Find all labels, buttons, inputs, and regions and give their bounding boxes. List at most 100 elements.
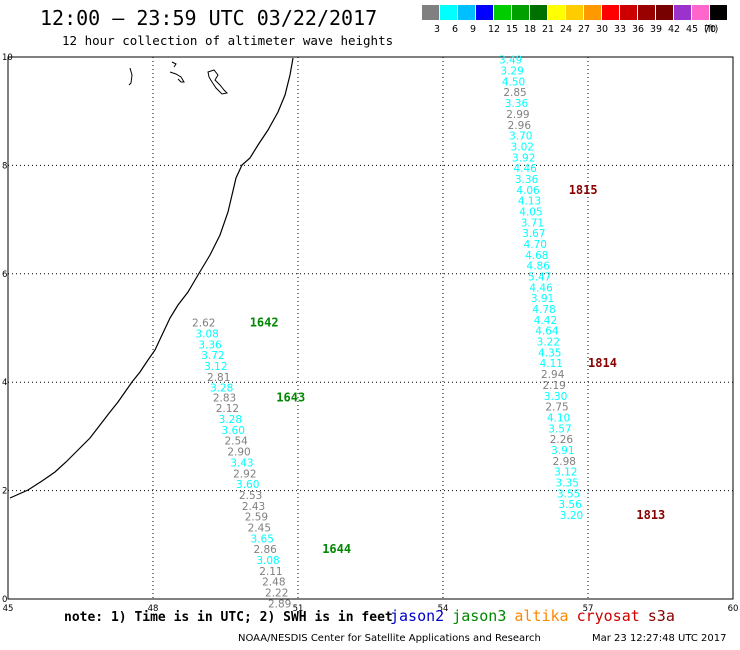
wave-height-value: 2.19 xyxy=(542,380,565,392)
wave-height-value: 2.43 xyxy=(242,501,265,513)
y-tick-label: 8 xyxy=(2,161,7,171)
x-tick-label: 45 xyxy=(3,604,14,614)
legend-swatch xyxy=(620,5,637,20)
wave-height-value: 3.02 xyxy=(511,141,534,153)
wave-height-value: 2.53 xyxy=(239,490,262,502)
wave-height-value: 4.35 xyxy=(538,347,561,359)
wave-height-value: 2.45 xyxy=(248,522,271,534)
mission-s3a: s3a xyxy=(647,607,675,625)
legend-label: 15 xyxy=(506,24,519,35)
wave-height-value: 3.22 xyxy=(537,337,560,349)
legend-swatch xyxy=(476,5,493,20)
legend-label: 18 xyxy=(524,24,537,35)
wave-height-value: 4.64 xyxy=(535,326,559,338)
mission-cryosat: cryosat xyxy=(576,607,640,625)
legend-swatch xyxy=(692,5,709,20)
legend-swatch xyxy=(440,5,457,20)
page-title: 12:00 – 23:59 UTC 03/22/2017 xyxy=(40,6,378,30)
legend-label: (ft) xyxy=(704,24,719,35)
wave-height-value: 3.67 xyxy=(522,228,545,240)
wave-height-value: 4.86 xyxy=(527,261,551,273)
wave-height-value: 4.42 xyxy=(534,315,557,327)
pass-time-label: 1642 xyxy=(250,316,279,330)
page-subtitle: 12 hour collection of altimeter wave hei… xyxy=(62,33,394,48)
y-tick-label: 2 xyxy=(2,487,7,497)
wave-height-value: 2.99 xyxy=(506,109,529,121)
pass-time-label: 1813 xyxy=(636,508,665,522)
legend-swatch xyxy=(656,5,673,20)
pass-time-label: 1643 xyxy=(276,390,305,404)
wave-height-value: 2.94 xyxy=(541,369,565,381)
wave-height-value: 4.11 xyxy=(540,358,563,370)
wave-height-value: 4.70 xyxy=(524,239,547,251)
wave-height-value: 2.83 xyxy=(213,392,236,404)
legend-swatch xyxy=(638,5,655,20)
wave-height-value: 2.62 xyxy=(192,318,215,330)
wave-height-value: 3.65 xyxy=(251,533,274,545)
y-tick-label: 10 xyxy=(2,53,13,63)
wave-height-value: 3.36 xyxy=(515,174,539,186)
wave-height-value: 3.72 xyxy=(201,350,224,362)
wave-height-value: 4.46 xyxy=(513,163,537,175)
wave-height-value: 3.36 xyxy=(198,339,222,351)
legend-swatch xyxy=(494,5,511,20)
wave-height-value: 2.92 xyxy=(233,468,256,480)
wave-height-value: 3.36 xyxy=(505,98,529,110)
wave-height-value: 2.54 xyxy=(224,436,248,448)
wave-height-value: 2.59 xyxy=(245,512,268,524)
wave-height-value: 3.60 xyxy=(222,425,245,437)
x-tick-label: 57 xyxy=(583,604,594,614)
legend-swatch xyxy=(674,5,691,20)
legend-swatch xyxy=(530,5,547,20)
wave-height-value: 2.85 xyxy=(503,87,526,99)
footer-note: note: 1) Time is in UTC; 2) SWH is in fe… xyxy=(64,610,393,625)
wave-height-value: 3.92 xyxy=(512,152,535,164)
legend-label: 70 xyxy=(704,24,717,35)
wave-height-value: 3.29 xyxy=(500,66,523,78)
mission-jason3: jason3 xyxy=(452,607,507,625)
wave-height-value: 2.48 xyxy=(262,577,285,589)
mission-jason2: jason2 xyxy=(390,607,445,625)
wave-height-value: 3.35 xyxy=(556,477,579,489)
wave-height-value: 4.13 xyxy=(518,196,541,208)
wave-height-value: 3.12 xyxy=(204,361,227,373)
wave-height-value: 3.28 xyxy=(219,414,242,426)
wave-height-value: 2.98 xyxy=(553,456,576,468)
y-tick-label: 4 xyxy=(2,378,7,388)
legend-label: 30 xyxy=(596,24,609,35)
wave-height-value: 2.11 xyxy=(259,566,282,578)
wave-height-value: 3.71 xyxy=(521,217,544,229)
axis-ticks: 45 48 51 54 57 60 0 2 4 6 8 10 xyxy=(2,53,738,614)
mission-altika: altika xyxy=(514,607,569,625)
pass-time-label: 1815 xyxy=(569,183,598,197)
legend-label: 6 xyxy=(452,24,459,35)
x-tick-label: 51 xyxy=(293,604,304,614)
wave-height-value: 4.10 xyxy=(547,412,570,424)
wave-height-value: 3.08 xyxy=(256,555,279,567)
wave-height-value: 3.20 xyxy=(560,510,583,522)
wave-height-value: 3.91 xyxy=(531,293,554,305)
wave-height-value: 3.60 xyxy=(236,479,259,491)
legend-label: 24 xyxy=(560,24,573,35)
wave-height-value: 2.96 xyxy=(508,120,532,132)
legend-label: 45 xyxy=(686,24,699,35)
wave-height-value: 2.12 xyxy=(216,403,239,415)
wave-height-value: 4.68 xyxy=(525,250,548,262)
wave-height-value: 3.30 xyxy=(544,391,567,403)
wave-height-value: 3.43 xyxy=(230,457,253,469)
wave-height-value: 2.89 xyxy=(268,598,291,610)
wave-height-value: 3.49 xyxy=(499,55,522,67)
wave-height-value: 3.55 xyxy=(557,488,580,500)
wave-height-value: 5.47 xyxy=(528,272,551,284)
mission-legend: jason2 jason3 altika cryosat s3a xyxy=(390,607,683,625)
wave-height-value: 3.28 xyxy=(210,383,233,395)
coastline xyxy=(9,57,294,499)
wave-height-value: 4.06 xyxy=(516,185,540,197)
wave-height-value: 3.56 xyxy=(558,499,582,511)
x-tick-label: 54 xyxy=(438,604,449,614)
wave-height-value: 3.57 xyxy=(548,423,571,435)
wave-height-value: 3.12 xyxy=(554,467,577,479)
islands xyxy=(128,61,229,95)
wave-height-value: 2.81 xyxy=(207,372,230,384)
